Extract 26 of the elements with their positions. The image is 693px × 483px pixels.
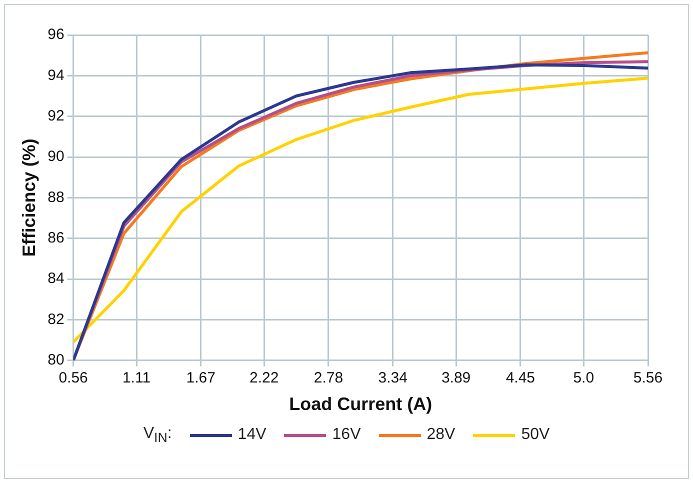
y-tick-label: 96: [48, 26, 64, 44]
x-tick-label: 1.67: [186, 370, 216, 387]
y-tick-label: 80: [48, 352, 64, 369]
legend-label: 50V: [521, 426, 550, 444]
legend-label: 28V: [426, 426, 456, 444]
y-tick-label: 88: [48, 188, 64, 206]
x-axis-title: Load Current (A): [289, 394, 432, 414]
y-tick-label: 94: [48, 66, 64, 84]
y-axis-title: Efficiency (%): [18, 138, 39, 257]
x-tick-label: 1.11: [122, 370, 151, 387]
legend-title: V$_{IN}$:: [143, 425, 172, 446]
legend-label: 14V: [238, 426, 266, 444]
x-tick-label: 5.56: [633, 370, 663, 387]
x-tick-label: 2.22: [249, 370, 279, 387]
y-tick-label: 82: [48, 310, 64, 328]
x-tick-label: 4.45: [506, 370, 536, 387]
x-tick-label: 5.0: [573, 370, 594, 387]
x-tick-label: 3.89: [441, 370, 471, 387]
x-tick-label: 0.56: [58, 370, 88, 387]
legend-label: 16V: [332, 426, 361, 444]
x-tick-label: 3.34: [378, 370, 408, 387]
y-tick-label: 86: [48, 230, 64, 247]
y-tick-label: 92: [48, 107, 64, 124]
y-tick-label: 90: [48, 148, 64, 166]
y-tick-label: 84: [48, 270, 64, 288]
x-tick-label: 2.78: [314, 370, 344, 387]
